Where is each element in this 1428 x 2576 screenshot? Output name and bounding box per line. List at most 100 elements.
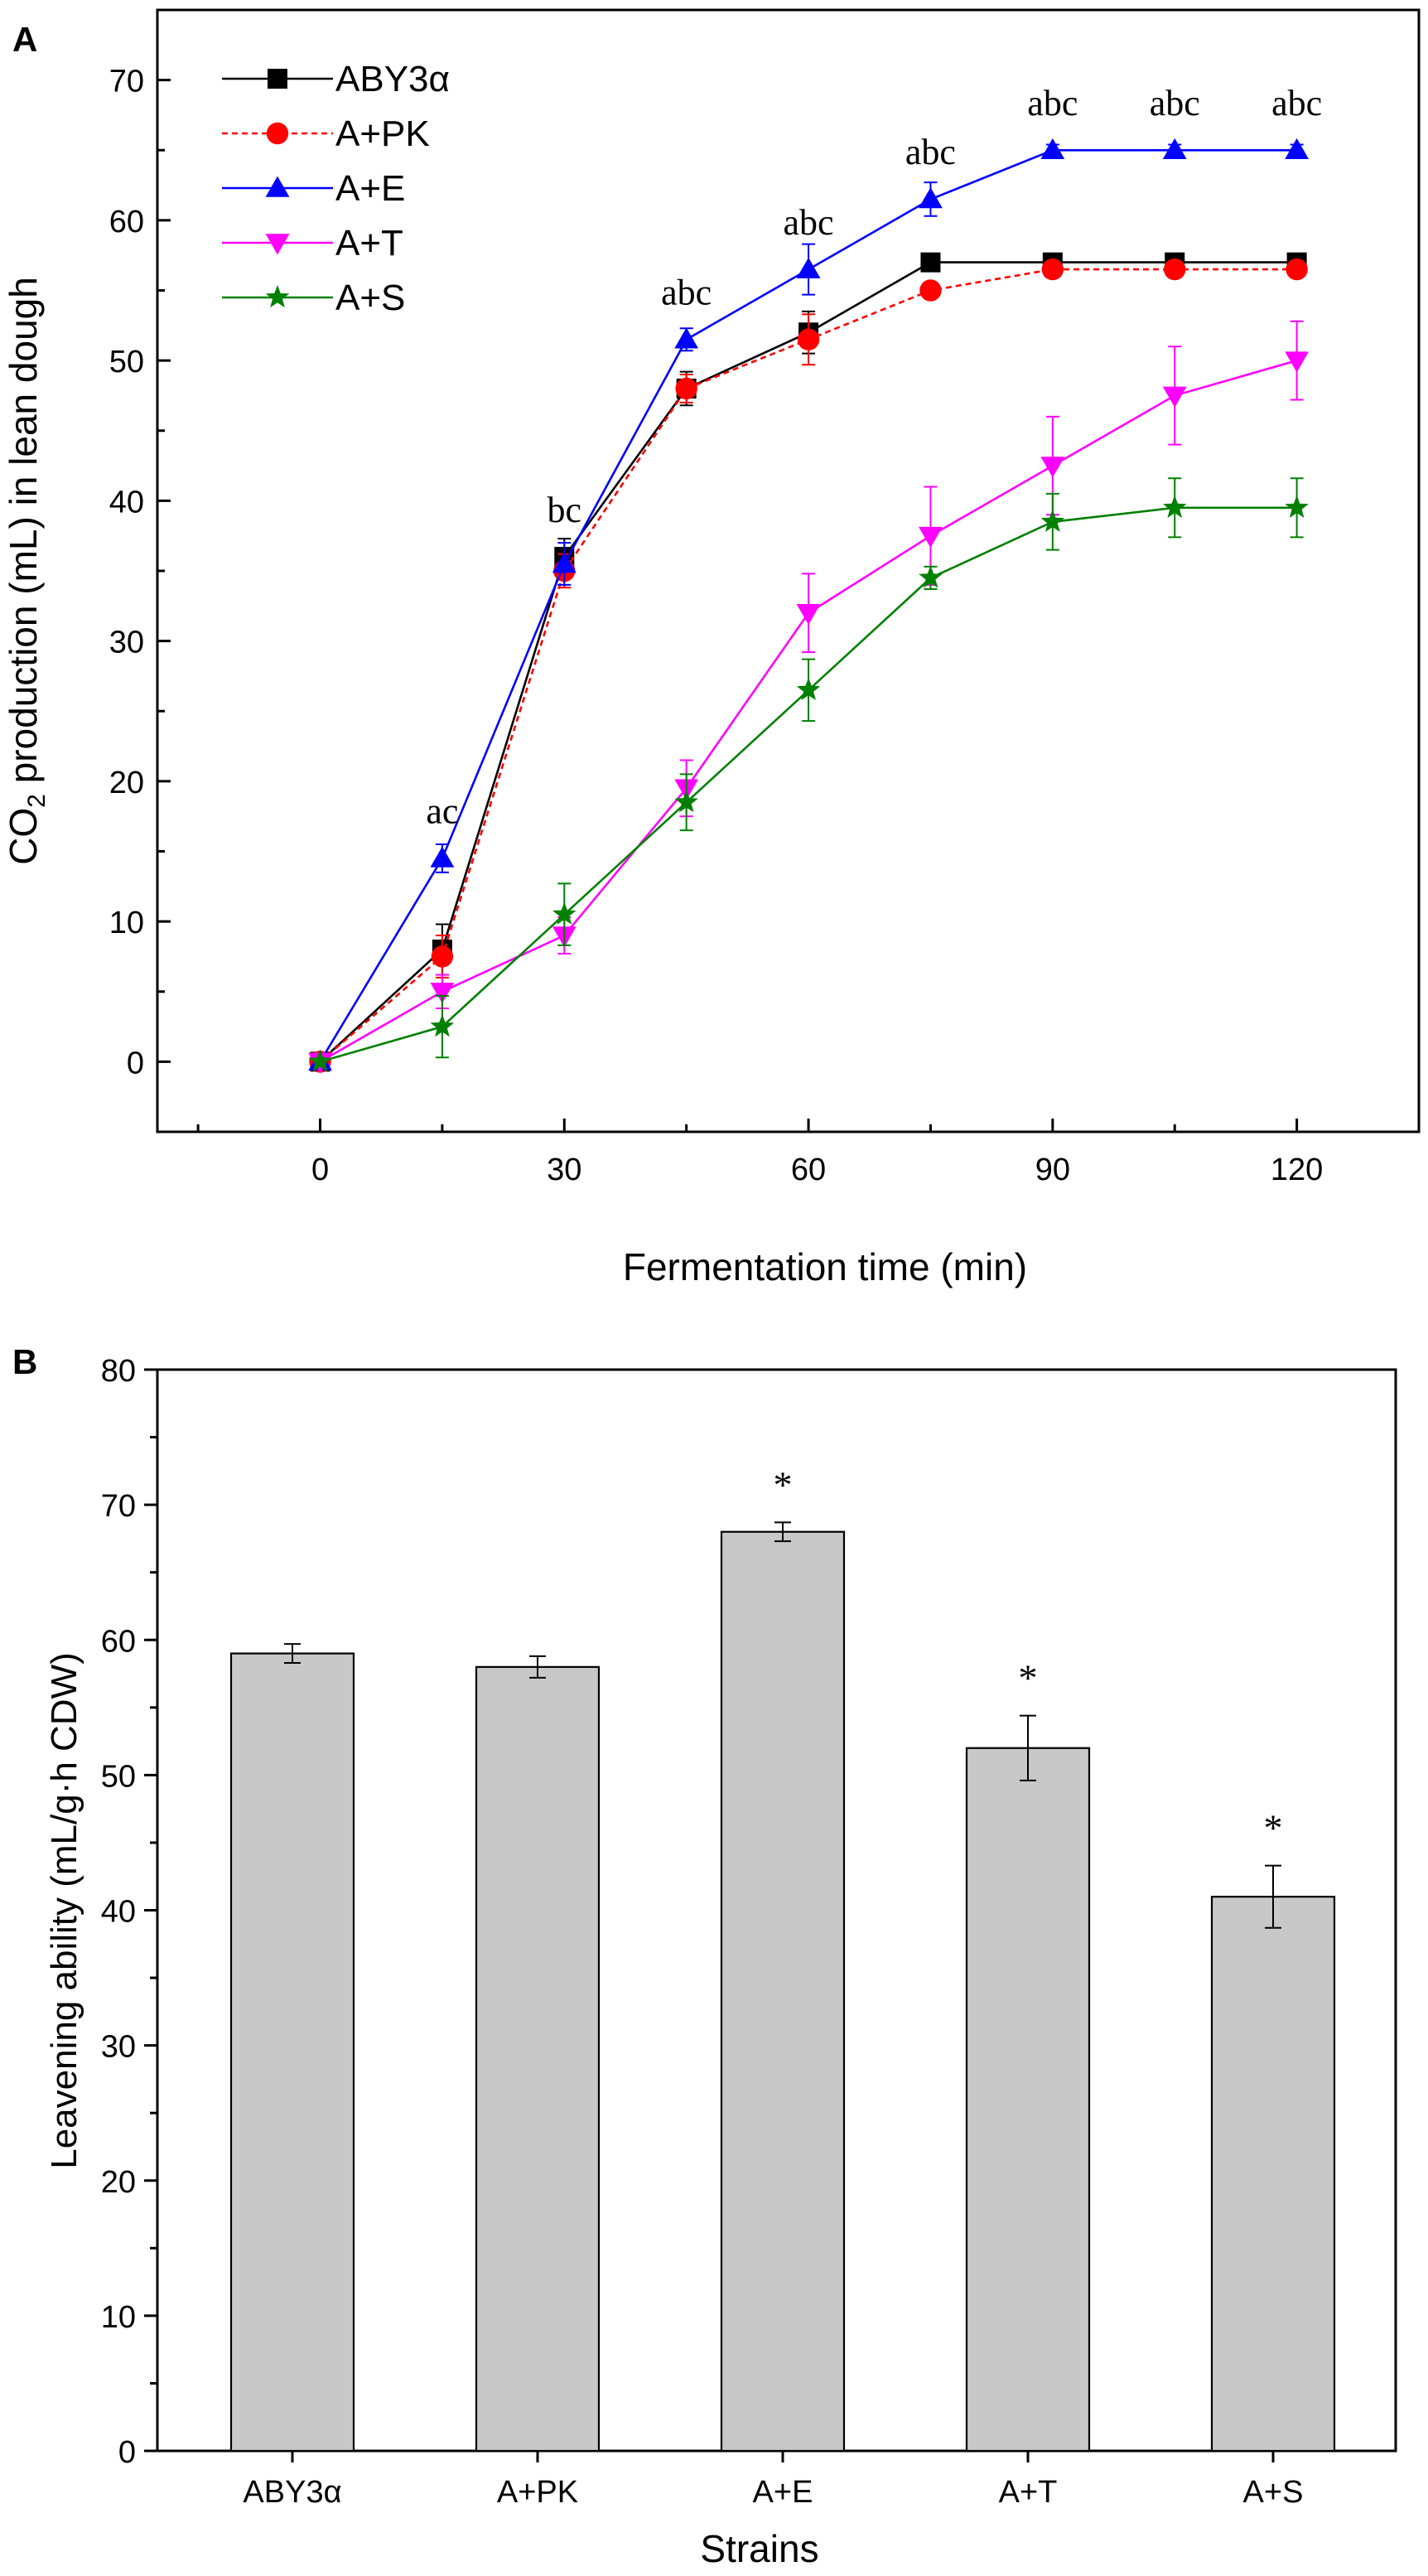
legend-item: A+T [222, 223, 403, 263]
x-tick-label: 0 [311, 1153, 329, 1187]
legend-marker [265, 176, 290, 197]
data-point [919, 187, 943, 209]
y-tick-label: 40 [101, 1895, 136, 1930]
bar-group-a-s: * [1210, 1807, 1336, 2453]
data-point [920, 252, 941, 273]
x-tick-label: A+PK [497, 2475, 578, 2510]
significance-label: abc [1027, 83, 1078, 123]
legend-label: A+E [335, 168, 405, 209]
y-tick-label: 0 [127, 1046, 144, 1080]
y-title-rest: production (mL) in lean dough [2, 277, 45, 794]
data-point [674, 790, 698, 813]
y-tick-label: 80 [101, 1354, 136, 1389]
panel-a-x-axis-title: Fermentation time (min) [623, 1245, 1027, 1288]
x-tick-label: ABY3α [243, 2475, 341, 2510]
y-tick-label: 70 [101, 1489, 136, 1524]
data-point [1286, 258, 1308, 281]
data-point [308, 1049, 332, 1072]
y-tick-label: 50 [101, 1759, 136, 1794]
panel-a-series [308, 138, 1310, 1074]
significance-label: abc [784, 202, 834, 243]
y-tick-label: 50 [109, 345, 144, 379]
series-a-e [308, 138, 1310, 1071]
y-tick-label: 30 [101, 2030, 136, 2065]
panel-b-x-axis-title: Strains [700, 2527, 818, 2570]
x-tick-label: 120 [1271, 1153, 1323, 1187]
data-point [1163, 495, 1187, 518]
data-point [1162, 386, 1187, 408]
significance-asterisk: * [774, 1463, 793, 1505]
y-tick-label: 60 [109, 205, 144, 239]
bar [1210, 1896, 1336, 2453]
legend-marker [265, 285, 290, 308]
y-tick-label: 20 [109, 766, 144, 800]
panel-b-y-axis-title: Leavening ability (mL/g·h CDW) [44, 1652, 84, 2169]
x-tick-label: 90 [1035, 1153, 1070, 1187]
panel-a-y-axis: 0 10 20 30 40 50 60 70 [109, 8, 171, 1080]
bar [475, 1665, 601, 2453]
bar-group-a-e: * [720, 1463, 846, 2453]
x-tick-label: A+E [753, 2475, 813, 2510]
significance-label: abc [1150, 83, 1200, 123]
panel-b-y-axis: 0 10 20 30 40 50 60 70 80 [101, 1354, 157, 2470]
data-point [1285, 351, 1310, 373]
data-point [430, 1014, 455, 1037]
x-tick-label: A+T [999, 2475, 1058, 2510]
legend-label: A+PK [335, 114, 430, 154]
series-a-s [308, 477, 1309, 1072]
bar [965, 1747, 1091, 2453]
x-tick-label: 30 [547, 1153, 581, 1187]
y-title-co: CO [2, 808, 45, 865]
significance-label: abc [661, 272, 712, 312]
y-tick-label: 20 [101, 2165, 136, 2200]
data-point [552, 552, 577, 573]
legend-label: A+T [335, 223, 403, 263]
data-point [1041, 258, 1064, 281]
data-point [1285, 138, 1310, 160]
data-point [796, 677, 821, 700]
panel-a-label: A [12, 20, 37, 59]
data-point [431, 945, 454, 968]
data-point [552, 901, 577, 925]
bar-group-aby3 [229, 1643, 355, 2453]
panel-b-bars: * * * [229, 1463, 1336, 2453]
panel-a-y-axis-title: CO2 production (mL) in lean dough [2, 277, 51, 865]
data-point [675, 377, 697, 400]
legend-label: A+S [335, 278, 405, 318]
data-point [1040, 457, 1065, 478]
legend-item: A+PK [222, 114, 430, 154]
data-point [919, 526, 943, 549]
significance-asterisk: * [1019, 1657, 1038, 1699]
bar-group-a-pk [475, 1655, 601, 2453]
y-tick-label: 70 [109, 65, 144, 99]
data-point [1162, 138, 1187, 160]
legend-marker [266, 122, 289, 145]
significance-label: abc [905, 132, 956, 172]
data-point [1164, 258, 1186, 281]
y-tick-label: 30 [109, 626, 144, 660]
panel-a-legend: ABY3α A+PK A+E A+T A+S [222, 59, 450, 318]
significance-asterisk: * [1264, 1807, 1283, 1849]
panel-b-x-axis: ABY3α A+PK A+E A+T A+S [243, 2451, 1303, 2510]
y-tick-label: 40 [109, 485, 144, 520]
data-point [796, 603, 821, 626]
y-tick-label: 10 [109, 906, 144, 940]
data-point [919, 565, 943, 588]
y-tick-label: 60 [101, 1624, 136, 1659]
y-tick-label: 10 [101, 2300, 136, 2335]
legend-marker [265, 234, 290, 255]
x-tick-label: 60 [791, 1153, 826, 1187]
data-point [674, 327, 699, 349]
bar [720, 1530, 846, 2453]
data-point [796, 257, 821, 278]
legend-item: A+S [222, 278, 405, 318]
panel-a-annotations: ac bc abc abc abc abc abc abc [426, 83, 1322, 832]
legend-item: ABY3α [222, 59, 450, 99]
data-point [1040, 138, 1065, 160]
data-point [797, 328, 820, 350]
panel-a-x-axis: 0 30 60 90 120 [196, 1119, 1421, 1187]
bar-group-a-t: * [965, 1657, 1091, 2453]
significance-label: abc [1271, 83, 1322, 123]
